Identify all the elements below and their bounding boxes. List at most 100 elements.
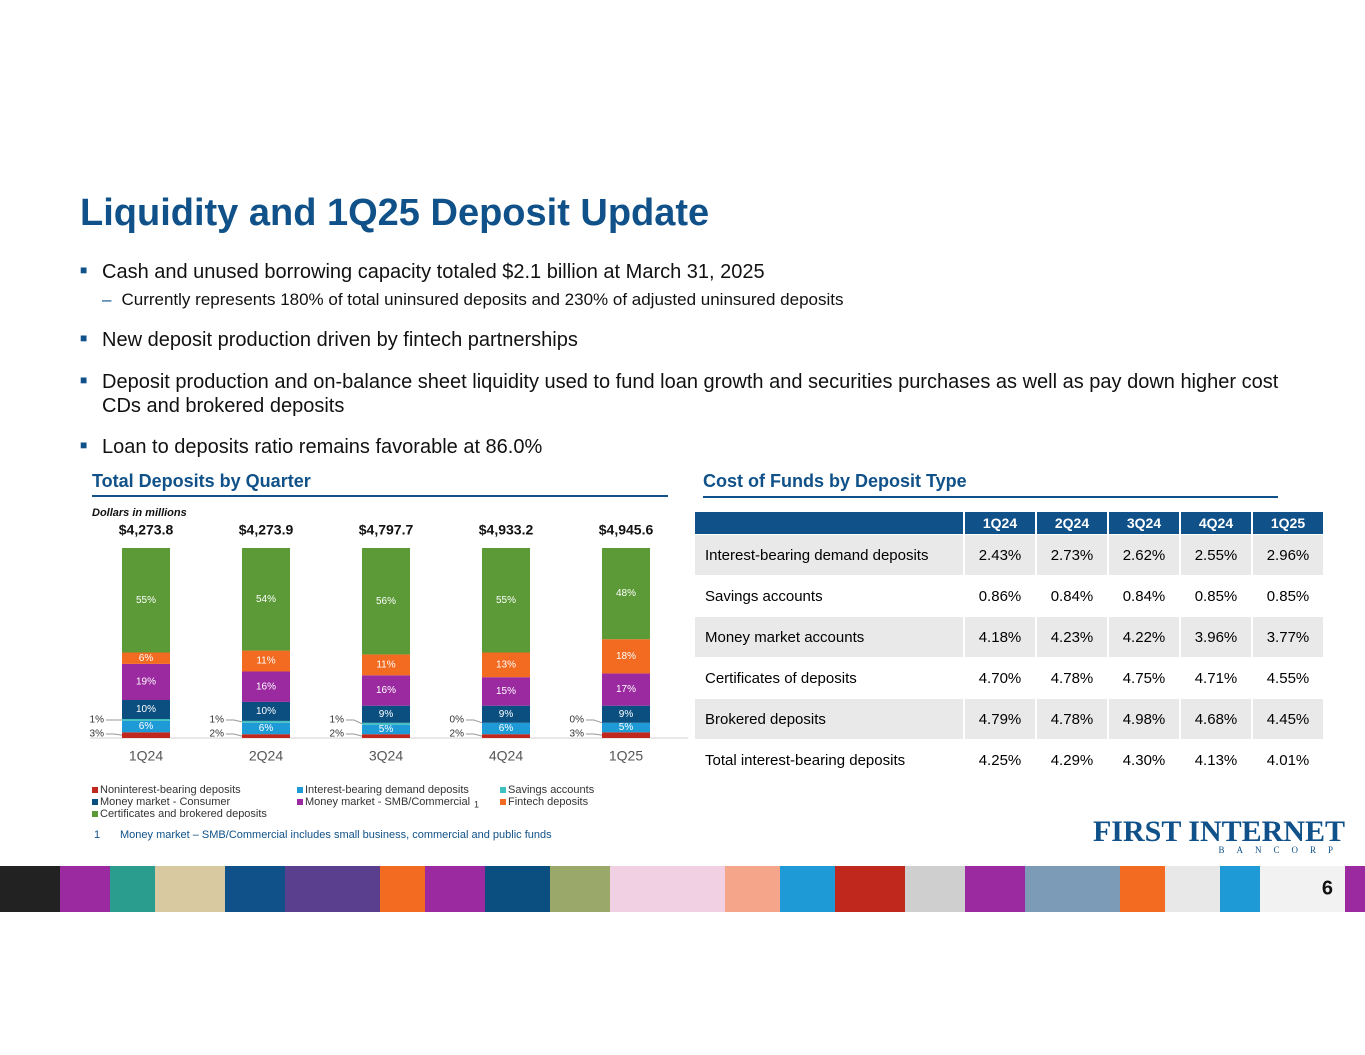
leader-line bbox=[346, 733, 363, 737]
legend-label: Money market - Consumer bbox=[100, 796, 231, 808]
cost-table: 1Q24 2Q24 3Q24 4Q24 1Q25 Interest-bearing dem… bbox=[693, 511, 1325, 781]
bar-segment bbox=[602, 673, 650, 706]
bar-segment bbox=[122, 548, 170, 653]
value-label: 6% bbox=[259, 723, 274, 734]
slide-title: Liquidity and 1Q25 Deposit Update bbox=[80, 192, 710, 234]
value-label: 11% bbox=[256, 656, 275, 667]
value-label: 55% bbox=[136, 595, 156, 606]
bullet: ■ Loan to deposits ratio remains favorabl… bbox=[80, 435, 1280, 459]
header-row: 1Q24 2Q24 3Q24 4Q24 1Q25 bbox=[695, 512, 1323, 534]
value-label: 19% bbox=[136, 677, 156, 688]
decor-strip bbox=[0, 866, 1365, 912]
bullet-text: Cash and unused borrowing capacity total… bbox=[102, 261, 765, 283]
cell: 0.85% bbox=[1194, 587, 1238, 605]
bullet-text: Loan to deposits ratio remains favorable… bbox=[102, 436, 543, 458]
value-label: 6% bbox=[139, 721, 154, 732]
bar-segment bbox=[362, 548, 410, 655]
bullet: ■ Deposit production and on-balance sheet… bbox=[80, 371, 1279, 417]
cell: 0.85% bbox=[1266, 587, 1310, 605]
total-label: $4,945.6 bbox=[599, 522, 654, 538]
header-cell bbox=[695, 512, 963, 534]
cell: 4.79% bbox=[965, 699, 1035, 739]
page-number: 6 bbox=[1322, 877, 1333, 899]
value-label: 9% bbox=[379, 709, 394, 720]
value-label: 5% bbox=[379, 724, 394, 735]
row-label: Certificates of deposits bbox=[705, 669, 857, 687]
cell: 2.55% bbox=[1181, 535, 1251, 575]
total-label: $4,273.8 bbox=[119, 522, 174, 538]
row-label: Interest-bearing demand deposits bbox=[695, 535, 963, 575]
chart-subtitle: Dollars in millions bbox=[92, 507, 187, 519]
bar-segment bbox=[602, 639, 650, 674]
leader-line bbox=[226, 733, 243, 737]
value-label: 0% bbox=[450, 715, 465, 726]
row-label: Total interest-bearing deposits bbox=[705, 751, 906, 769]
value-label: 2% bbox=[330, 729, 345, 740]
total-label: $4,273.9 bbox=[239, 522, 294, 538]
bar-segment bbox=[242, 734, 290, 738]
bullet-text: New deposit production driven by fintech… bbox=[102, 329, 578, 351]
value-label: 15% bbox=[496, 686, 516, 697]
table-row: Certificates of deposits 4.70% 4.78% 4.75% 4… bbox=[695, 658, 1323, 698]
value-label: 6% bbox=[139, 653, 154, 664]
bar-segment bbox=[362, 675, 410, 706]
legend-swatch bbox=[500, 787, 506, 793]
cell: 0.86% bbox=[978, 587, 1022, 605]
footnote-marker: 1 bbox=[94, 829, 100, 841]
table-row: Total interest-bearing deposits 4.25% 4.29… bbox=[695, 740, 1323, 780]
bullet-text: Deposit production and on-balance sheet … bbox=[102, 371, 1279, 417]
total-label: $4,797.7 bbox=[359, 522, 414, 538]
bar-segment bbox=[362, 705, 410, 723]
x-tick-label: 4Q24 bbox=[489, 748, 523, 764]
bullet: ■ Cash and unused borrowing capacity tota… bbox=[80, 260, 1280, 284]
leader-line bbox=[586, 733, 603, 736]
value-label: 17% bbox=[616, 684, 636, 695]
legend-label: Fintech deposits bbox=[508, 796, 589, 808]
value-label: 2% bbox=[210, 729, 225, 740]
bar-segment bbox=[482, 677, 530, 706]
value-label: 48% bbox=[616, 588, 636, 599]
cell: 2.43% bbox=[965, 535, 1035, 575]
cell: 2.62% bbox=[1109, 535, 1179, 575]
header-cell: 3Q24 bbox=[1109, 512, 1179, 534]
bar-segment bbox=[362, 734, 410, 738]
chart-title: Total Deposits by Quarter bbox=[92, 471, 311, 491]
cell: 4.01% bbox=[1266, 751, 1310, 769]
bar-segment bbox=[122, 732, 170, 738]
cell: 4.78% bbox=[1037, 699, 1107, 739]
legend-swatch bbox=[500, 799, 506, 805]
leader-line bbox=[106, 733, 123, 736]
cell: 4.25% bbox=[978, 751, 1022, 769]
bar-segment bbox=[362, 724, 410, 735]
bar-segment bbox=[122, 720, 170, 733]
cell: 4.23% bbox=[1037, 617, 1107, 657]
cell: 4.78% bbox=[1050, 669, 1094, 687]
value-label: 1% bbox=[210, 715, 225, 726]
x-tick-label: 3Q24 bbox=[369, 748, 403, 764]
legend-label: Interest-bearing demand deposits bbox=[305, 784, 469, 796]
value-label: 10% bbox=[136, 704, 156, 715]
footnote-ref: 1 bbox=[474, 799, 479, 809]
legend-swatch bbox=[297, 787, 303, 793]
cell: 4.75% bbox=[1122, 669, 1166, 687]
value-label: 9% bbox=[499, 709, 514, 720]
bar-segment bbox=[122, 663, 170, 700]
value-label: 5% bbox=[619, 722, 634, 733]
cell: 0.84% bbox=[1122, 587, 1166, 605]
cell: 4.22% bbox=[1109, 617, 1179, 657]
bar-segment bbox=[602, 722, 650, 733]
table-title: Cost of Funds by Deposit Type bbox=[703, 471, 967, 491]
value-label: 6% bbox=[499, 723, 514, 734]
bar-segment bbox=[242, 720, 290, 723]
cell: 0.84% bbox=[1050, 587, 1094, 605]
bar-segment bbox=[122, 652, 170, 664]
cell: 4.13% bbox=[1194, 751, 1238, 769]
value-label: 55% bbox=[496, 595, 516, 606]
underline bbox=[703, 496, 1278, 498]
sub-bullet-text: Currently represents 180% of total unins… bbox=[121, 290, 844, 309]
header-cell: 2Q24 bbox=[1037, 512, 1107, 534]
legend-label: Certificates and brokered deposits bbox=[100, 808, 267, 820]
cell: 2.73% bbox=[1037, 535, 1107, 575]
leader-line bbox=[466, 733, 483, 737]
